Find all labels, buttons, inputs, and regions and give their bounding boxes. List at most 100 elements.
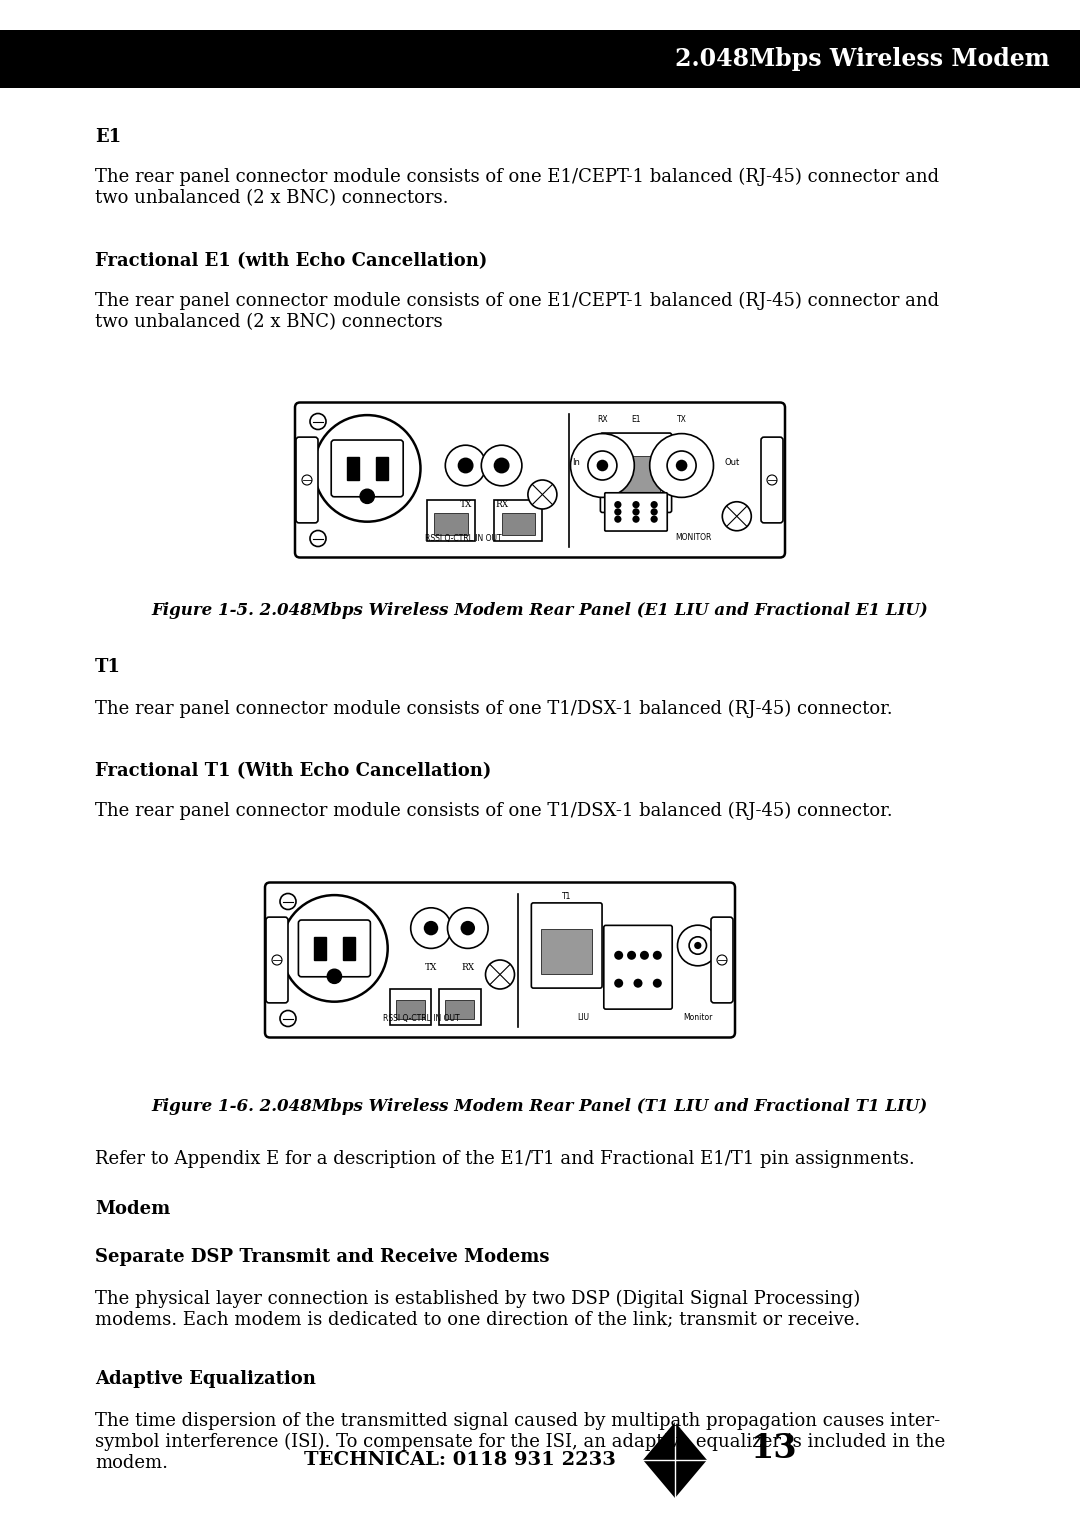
Text: TX: TX xyxy=(677,414,687,423)
Circle shape xyxy=(310,530,326,547)
Circle shape xyxy=(360,489,375,503)
Circle shape xyxy=(615,509,621,515)
Text: MONITOR: MONITOR xyxy=(675,533,712,542)
FancyBboxPatch shape xyxy=(266,917,288,1002)
Text: RX: RX xyxy=(495,500,509,509)
Text: E1: E1 xyxy=(631,414,640,423)
Circle shape xyxy=(634,979,643,987)
Circle shape xyxy=(717,955,727,966)
Circle shape xyxy=(410,908,451,949)
Circle shape xyxy=(495,458,509,472)
FancyBboxPatch shape xyxy=(495,500,542,541)
Polygon shape xyxy=(643,1423,707,1497)
Bar xyxy=(347,457,359,480)
Circle shape xyxy=(650,501,658,509)
Circle shape xyxy=(460,921,475,935)
FancyBboxPatch shape xyxy=(298,920,370,976)
Circle shape xyxy=(633,509,639,515)
FancyBboxPatch shape xyxy=(265,883,735,1038)
Text: Refer to Appendix E for a description of the E1/T1 and Fractional E1/T1 pin assi: Refer to Appendix E for a description of… xyxy=(95,1151,915,1167)
Text: TECHNICAL: 0118 931 2233: TECHNICAL: 0118 931 2233 xyxy=(303,1452,616,1468)
Text: The rear panel connector module consists of one E1/CEPT-1 balanced (RJ-45) conne: The rear panel connector module consists… xyxy=(95,292,940,332)
Circle shape xyxy=(652,979,662,987)
Circle shape xyxy=(423,921,438,935)
Text: The time dispersion of the transmitted signal caused by multipath propagation ca: The time dispersion of the transmitted s… xyxy=(95,1412,945,1471)
Text: The rear panel connector module consists of one E1/CEPT-1 balanced (RJ-45) conne: The rear panel connector module consists… xyxy=(95,168,940,208)
Circle shape xyxy=(615,501,621,509)
FancyBboxPatch shape xyxy=(604,926,672,1008)
Text: Adaptive Equalization: Adaptive Equalization xyxy=(95,1371,315,1387)
Circle shape xyxy=(615,515,621,523)
Circle shape xyxy=(528,480,557,509)
Circle shape xyxy=(633,501,639,509)
FancyBboxPatch shape xyxy=(445,999,474,1019)
FancyBboxPatch shape xyxy=(434,513,468,535)
Circle shape xyxy=(677,924,718,966)
Circle shape xyxy=(650,434,714,498)
Circle shape xyxy=(694,941,701,949)
FancyBboxPatch shape xyxy=(296,437,318,523)
Circle shape xyxy=(596,460,608,471)
Circle shape xyxy=(650,509,658,515)
Text: Figure 1-5. 2.048Mbps Wireless Modem Rear Panel (E1 LIU and Fractional E1 LIU): Figure 1-5. 2.048Mbps Wireless Modem Rea… xyxy=(151,602,929,619)
Text: The physical layer connection is established by two DSP (Digital Signal Processi: The physical layer connection is establi… xyxy=(95,1290,861,1329)
Bar xyxy=(376,457,388,480)
Circle shape xyxy=(486,960,514,989)
Text: RX: RX xyxy=(597,414,608,423)
Circle shape xyxy=(272,955,282,966)
FancyBboxPatch shape xyxy=(605,492,667,532)
Circle shape xyxy=(327,969,341,984)
FancyBboxPatch shape xyxy=(295,402,785,558)
FancyBboxPatch shape xyxy=(711,917,733,1002)
Circle shape xyxy=(280,894,296,909)
Circle shape xyxy=(640,950,649,960)
Text: Monitor: Monitor xyxy=(684,1013,713,1022)
Bar xyxy=(0,31,1080,89)
Text: The rear panel connector module consists of one T1/DSX-1 balanced (RJ-45) connec: The rear panel connector module consists… xyxy=(95,700,893,718)
Bar xyxy=(343,937,355,960)
Circle shape xyxy=(652,950,662,960)
Text: RX: RX xyxy=(461,963,474,972)
Circle shape xyxy=(689,937,706,953)
Circle shape xyxy=(633,515,639,523)
Text: LIU: LIU xyxy=(577,1013,589,1022)
Text: TX: TX xyxy=(459,500,472,509)
FancyBboxPatch shape xyxy=(761,437,783,523)
FancyBboxPatch shape xyxy=(600,432,672,512)
Circle shape xyxy=(302,475,312,484)
Text: 2.048Mbps Wireless Modem: 2.048Mbps Wireless Modem xyxy=(675,47,1050,70)
FancyBboxPatch shape xyxy=(541,929,592,973)
FancyBboxPatch shape xyxy=(390,989,431,1025)
Circle shape xyxy=(445,445,486,486)
FancyBboxPatch shape xyxy=(501,513,536,535)
Circle shape xyxy=(281,895,388,1002)
Text: Fractional T1 (With Echo Cancellation): Fractional T1 (With Echo Cancellation) xyxy=(95,762,491,779)
FancyBboxPatch shape xyxy=(395,999,424,1019)
Text: Modem: Modem xyxy=(95,1199,171,1218)
FancyBboxPatch shape xyxy=(332,440,403,497)
Text: T1: T1 xyxy=(95,659,121,675)
Circle shape xyxy=(650,515,658,523)
Circle shape xyxy=(310,414,326,429)
Text: Fractional E1 (with Echo Cancellation): Fractional E1 (with Echo Cancellation) xyxy=(95,252,487,270)
Text: The rear panel connector module consists of one T1/DSX-1 balanced (RJ-45) connec: The rear panel connector module consists… xyxy=(95,802,893,821)
Text: Figure 1-6. 2.048Mbps Wireless Modem Rear Panel (T1 LIU and Fractional T1 LIU): Figure 1-6. 2.048Mbps Wireless Modem Rea… xyxy=(152,1099,928,1115)
Bar xyxy=(314,937,326,960)
FancyBboxPatch shape xyxy=(428,500,475,541)
Circle shape xyxy=(447,908,488,949)
Text: 13: 13 xyxy=(751,1432,797,1464)
Circle shape xyxy=(667,451,697,480)
Circle shape xyxy=(676,460,687,471)
Circle shape xyxy=(615,979,623,987)
Circle shape xyxy=(588,451,617,480)
Text: T1: T1 xyxy=(562,892,571,900)
FancyBboxPatch shape xyxy=(531,903,602,989)
Text: Out: Out xyxy=(725,458,740,468)
Circle shape xyxy=(314,416,420,521)
FancyBboxPatch shape xyxy=(612,457,660,501)
Circle shape xyxy=(482,445,522,486)
Text: RSSI Q-CTRL IN OUT: RSSI Q-CTRL IN OUT xyxy=(383,1013,460,1022)
Text: RSSI Q-CTRL IN OUT: RSSI Q-CTRL IN OUT xyxy=(424,533,501,542)
Circle shape xyxy=(627,950,636,960)
FancyBboxPatch shape xyxy=(440,989,481,1025)
